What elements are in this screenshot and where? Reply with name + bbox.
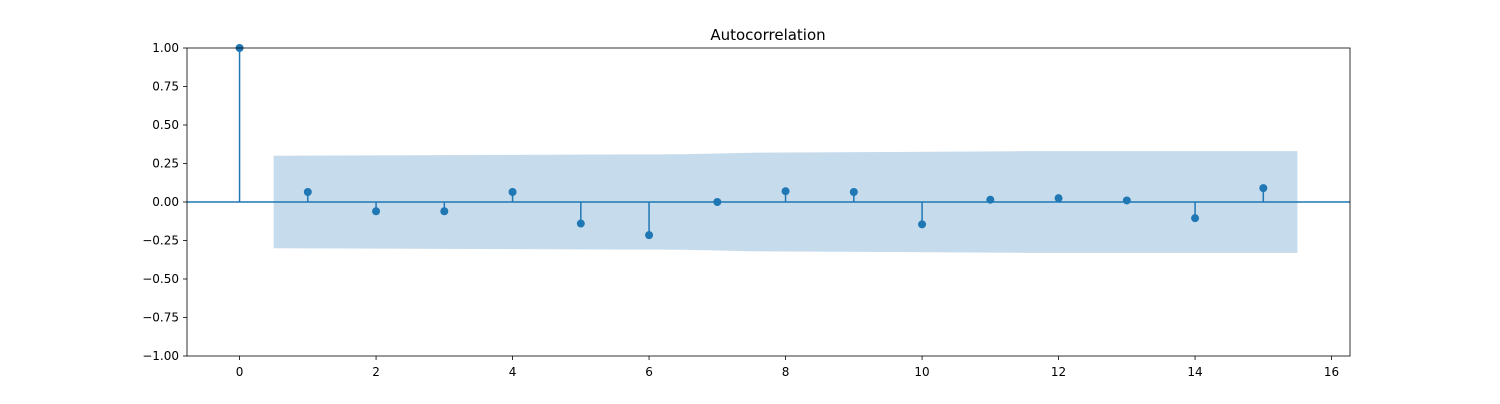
x-tick-label: 4 xyxy=(509,365,517,379)
stem-marker-lag-10 xyxy=(918,220,927,229)
stem-marker-lag-8 xyxy=(781,187,790,196)
x-tick-label: 14 xyxy=(1187,365,1202,379)
stem-marker-lag-6 xyxy=(645,231,654,240)
stem-layer xyxy=(235,44,1268,240)
x-axis-ticks: 0 2 4 6 8 10 12 14 16 xyxy=(236,356,1339,379)
y-tick-label: −1.00 xyxy=(142,349,179,363)
stem-marker-lag-3 xyxy=(440,207,449,216)
y-tick-label: −0.75 xyxy=(142,311,179,325)
stem-marker-lag-4 xyxy=(508,187,517,196)
y-tick-label: 0.75 xyxy=(152,80,179,94)
x-tick-label: 16 xyxy=(1324,365,1339,379)
stem-marker-lag-1 xyxy=(303,187,312,196)
y-tick-label: 0.50 xyxy=(152,118,179,132)
y-tick-label: 1.00 xyxy=(152,41,179,55)
stem-marker-lag-9 xyxy=(849,187,858,196)
stem-marker-lag-13 xyxy=(1122,196,1131,205)
stem-marker-lag-2 xyxy=(372,207,381,216)
stem-marker-lag-15 xyxy=(1259,184,1268,193)
y-tick-label: −0.25 xyxy=(142,234,179,248)
chart-title: Autocorrelation xyxy=(710,26,825,44)
stem-marker-lag-14 xyxy=(1191,214,1200,223)
stem-marker-lag-5 xyxy=(576,219,585,228)
stem-marker-lag-11 xyxy=(986,195,995,204)
stem-marker-lag-12 xyxy=(1054,194,1063,203)
y-tick-label: 0.25 xyxy=(152,157,179,171)
y-tick-label: 0.00 xyxy=(152,195,179,209)
x-tick-label: 10 xyxy=(914,365,929,379)
y-axis-ticks: −1.00 −0.75 −0.50 −0.25 0.00 0.25 0.50 0.75 1.00 xyxy=(142,41,187,363)
x-tick-label: 0 xyxy=(236,365,244,379)
stem-marker-lag-7 xyxy=(713,198,722,206)
x-tick-label: 8 xyxy=(782,365,790,379)
y-tick-label: −0.50 xyxy=(142,272,179,286)
x-tick-label: 6 xyxy=(645,365,653,379)
x-tick-label: 12 xyxy=(1051,365,1066,379)
x-tick-label: 2 xyxy=(372,365,380,379)
